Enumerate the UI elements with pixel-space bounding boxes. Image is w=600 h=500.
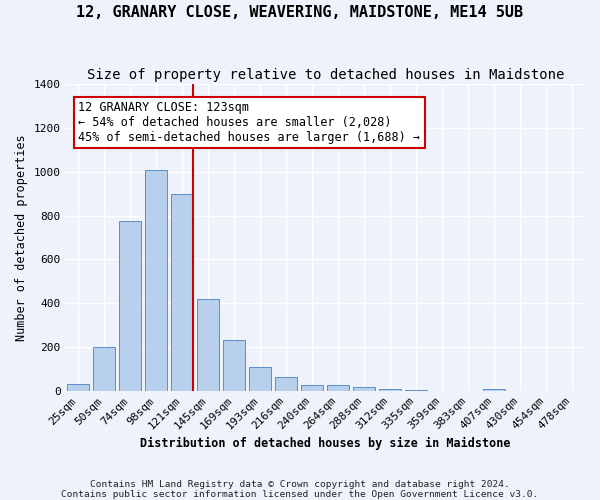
Bar <box>94 347 115 391</box>
Y-axis label: Number of detached properties: Number of detached properties <box>15 134 28 340</box>
Text: 12 GRANARY CLOSE: 123sqm
← 54% of detached houses are smaller (2,028)
45% of sem: 12 GRANARY CLOSE: 123sqm ← 54% of detach… <box>79 101 421 144</box>
Bar <box>223 340 245 391</box>
Bar <box>67 384 89 391</box>
X-axis label: Distribution of detached houses by size in Maidstone: Distribution of detached houses by size … <box>140 437 511 450</box>
Bar <box>353 388 375 391</box>
Bar <box>483 388 505 391</box>
Text: Contains HM Land Registry data © Crown copyright and database right 2024.
Contai: Contains HM Land Registry data © Crown c… <box>61 480 539 499</box>
Bar <box>327 386 349 391</box>
Text: 12, GRANARY CLOSE, WEAVERING, MAIDSTONE, ME14 5UB: 12, GRANARY CLOSE, WEAVERING, MAIDSTONE,… <box>76 5 524 20</box>
Bar <box>145 170 167 391</box>
Bar <box>197 299 220 391</box>
Bar <box>405 390 427 391</box>
Bar <box>275 376 297 391</box>
Title: Size of property relative to detached houses in Maidstone: Size of property relative to detached ho… <box>86 68 564 82</box>
Bar <box>379 388 401 391</box>
Bar <box>249 366 271 391</box>
Bar <box>119 221 142 391</box>
Bar <box>301 386 323 391</box>
Bar <box>171 194 193 391</box>
